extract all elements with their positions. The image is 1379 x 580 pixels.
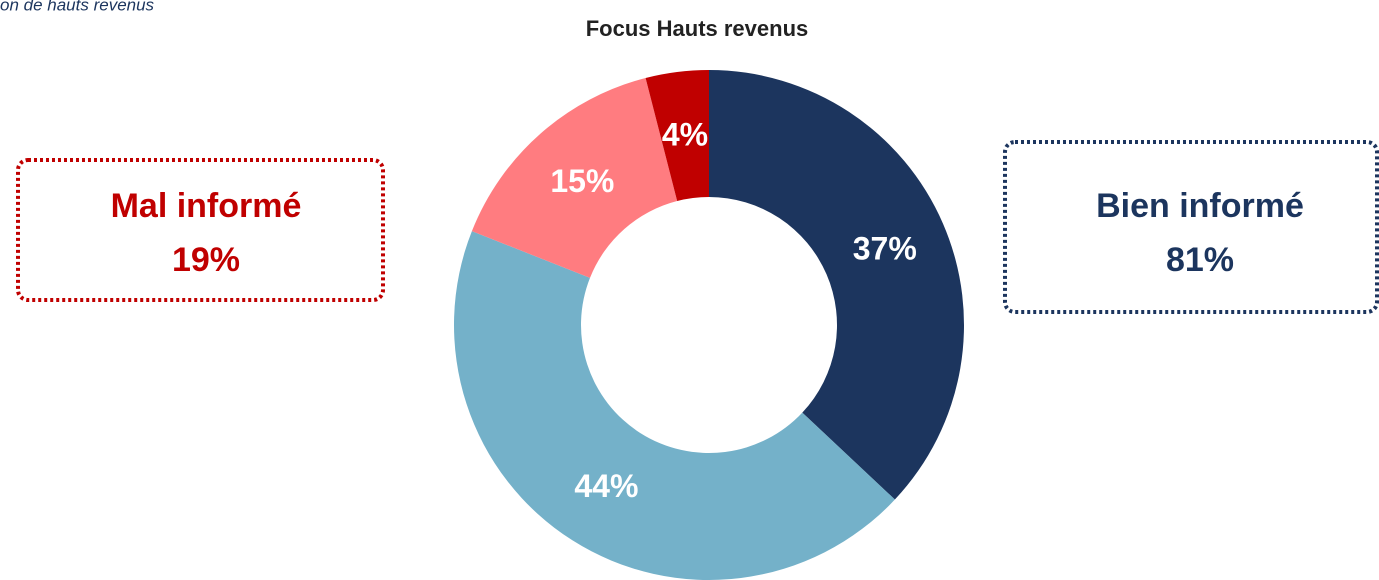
annotation-text: Mal informé: [111, 187, 302, 225]
annotation-box: [16, 158, 385, 302]
donut-segment: [709, 70, 965, 500]
annotation-share: 19%: [172, 241, 240, 279]
subtitle: on de hauts revenus: [0, 0, 155, 14]
donut-segment: [454, 231, 895, 580]
donut-segment: [471, 78, 678, 278]
donut-segment: [645, 70, 709, 202]
data-label: 15%: [550, 163, 614, 199]
annotation-box: [1003, 140, 1379, 314]
annotation-share: 81%: [1166, 241, 1234, 279]
chart-title: Focus Hauts revenus: [586, 16, 809, 41]
data-label: 44%: [574, 468, 638, 504]
annotation-text: Bien informé: [1096, 187, 1304, 225]
data-label: 4%: [662, 116, 708, 152]
data-label: 37%: [853, 230, 917, 266]
